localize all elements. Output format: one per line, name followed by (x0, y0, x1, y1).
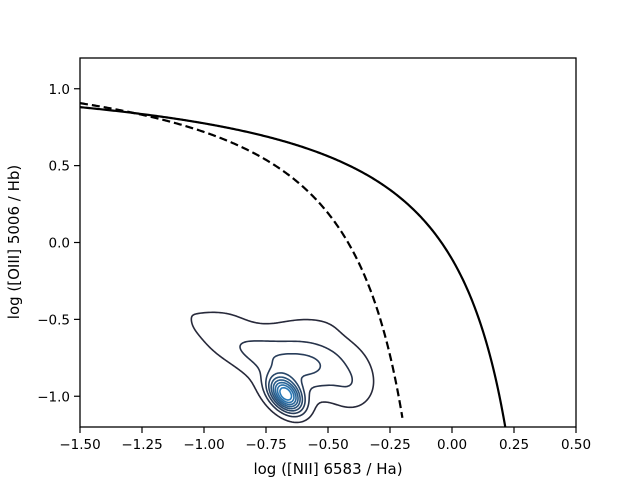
x-tick-label: 0.00 (437, 437, 467, 453)
y-tick-label: −1.0 (37, 389, 70, 405)
y-tick-label: −0.5 (37, 312, 70, 328)
dashed-demarcation-line (80, 102, 404, 418)
density-contour-level-3 (265, 352, 322, 415)
y-tick-label: 0.5 (49, 159, 70, 175)
y-axis-label: log ([OIII] 5006 / Hb) (5, 165, 23, 319)
density-contour-level-5 (270, 376, 301, 410)
plot-area (80, 102, 507, 427)
density-contour-level-2 (239, 340, 354, 418)
solid-demarcation-line (80, 106, 507, 427)
axis-ticks: −1.50 −1.25 −1.00 −0.75 −0.50 −0.25 0.00 0.25 0.… (37, 82, 591, 453)
axes-frame (79, 57, 577, 428)
x-axis-label: log ([NII] 6583 / Ha) (253, 460, 402, 478)
y-tick-label: 0.0 (49, 236, 70, 252)
x-tick-label: 0.50 (561, 437, 591, 453)
density-contour-level-9 (279, 386, 293, 401)
x-tick-label: 0.25 (499, 437, 529, 453)
x-tick-label: −0.50 (307, 437, 348, 453)
x-tick-label: −0.25 (369, 437, 410, 453)
y-tick-label: 1.0 (49, 82, 70, 98)
plot-inner (80, 102, 507, 427)
density-contour-level-1 (190, 311, 375, 424)
x-tick-label: −0.75 (245, 437, 286, 453)
density-contour-level-7 (274, 381, 297, 406)
density-contour-level-8 (276, 384, 295, 404)
x-tick-label: −1.00 (183, 437, 224, 453)
x-tick-label: −1.25 (121, 437, 162, 453)
density-contour-level-4 (267, 372, 304, 412)
density-contour-level-6 (272, 379, 299, 408)
x-tick-label: −1.50 (59, 437, 100, 453)
